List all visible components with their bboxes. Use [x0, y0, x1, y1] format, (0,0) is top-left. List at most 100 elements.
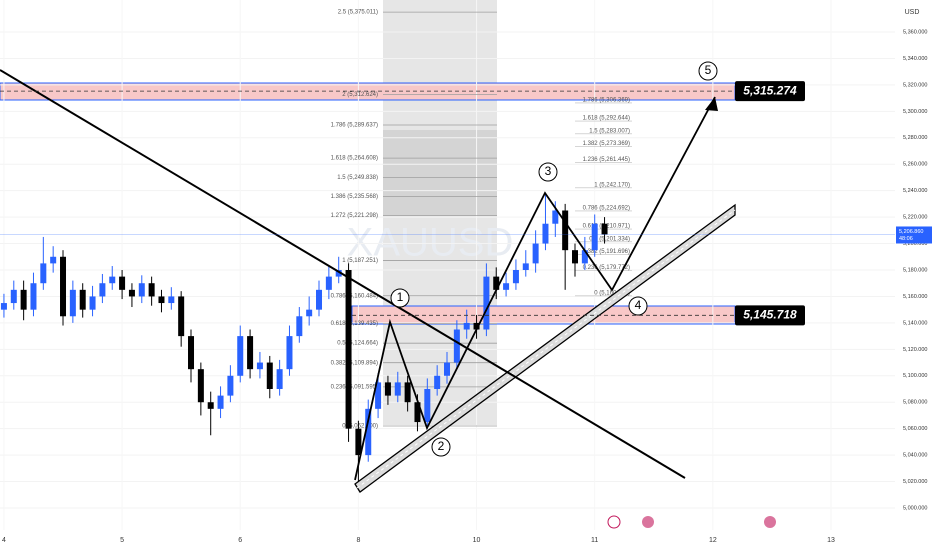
wave-label: 5	[705, 63, 712, 77]
y-tick-label: 5,160.000	[903, 294, 927, 300]
y-tick-label: 5,340.000	[903, 56, 927, 62]
currency: USD	[905, 9, 920, 16]
fib-label: 0.786 (5,160.484)	[331, 293, 378, 299]
candle-body	[463, 322, 470, 330]
candle-body	[89, 296, 96, 310]
candle-body	[50, 256, 57, 264]
candle-body	[552, 210, 559, 224]
candle-body	[158, 296, 165, 304]
event-icon	[764, 516, 776, 528]
y-tick-label: 5,360.000	[903, 29, 927, 35]
fib-zone-dark	[383, 130, 497, 216]
candle-body	[256, 362, 263, 370]
x-tick-label: 10	[473, 537, 481, 544]
candle-body	[207, 402, 214, 409]
candle-body	[128, 289, 135, 297]
fib-label: 1.5 (5,249.838)	[337, 175, 378, 181]
candle-body	[10, 289, 17, 304]
y-tick-label: 5,200.000	[903, 241, 927, 247]
y-tick-label: 5,260.000	[903, 162, 927, 168]
candle-body	[306, 309, 313, 317]
level-label: 5,315.274	[743, 83, 797, 97]
candle-body	[601, 223, 608, 235]
candle-body	[453, 329, 460, 363]
candle-body	[296, 316, 303, 337]
y-tick-label: 5,140.000	[903, 320, 927, 326]
candle-body	[512, 270, 519, 284]
x-tick-label: 8	[356, 537, 360, 544]
candle-body	[522, 263, 529, 270]
fib-label: 0.618 (5,139.435)	[331, 321, 378, 327]
candle-body	[591, 223, 598, 251]
wave-circle	[698, 61, 718, 81]
fib-label: 1.786 (5,289.637)	[331, 123, 378, 129]
fib-label: 0.786 (5,224.692)	[583, 205, 630, 211]
candle-body	[316, 289, 323, 310]
candle-body	[168, 296, 175, 304]
channel-mid	[356, 209, 736, 489]
candle-body	[0, 303, 7, 310]
event-icon	[642, 516, 654, 528]
y-tick-label: 5,000.000	[903, 505, 927, 511]
candle-body	[286, 336, 293, 370]
channel	[354, 203, 736, 493]
x-tick-label: 12	[709, 537, 717, 544]
fib-label: 1.272 (5,221.298)	[331, 213, 378, 219]
candle-body	[325, 276, 332, 290]
candle-body	[276, 369, 283, 389]
candle-body	[138, 283, 145, 297]
countdown: 48:06	[899, 236, 913, 242]
candle-body	[247, 336, 254, 370]
fib-label: 1.5 (5,283.007)	[589, 128, 630, 134]
fib-label: 1 (5,242.170)	[594, 182, 630, 188]
candle-body	[424, 389, 431, 423]
candle-body	[40, 263, 47, 284]
candle-body	[237, 336, 244, 376]
watermark: XAUUSD	[347, 221, 514, 265]
fib-label: 2 (5,312.624)	[342, 92, 378, 98]
candle-body	[404, 382, 411, 403]
fib-label: 0 (5,160.497)	[594, 290, 630, 296]
wave-label: 4	[635, 298, 642, 312]
event-icon	[607, 515, 621, 529]
candle-body	[266, 362, 273, 389]
last-price-badge	[896, 226, 932, 244]
level-badge	[735, 81, 805, 102]
candle-body	[365, 408, 372, 456]
candle-body	[384, 382, 391, 396]
fib-label: 0.5 (5,201.334)	[589, 236, 630, 242]
fib-label: 0 (5,062.000)	[342, 424, 378, 430]
candle-body	[99, 283, 106, 297]
wave-labels: 1 2 3 4 5	[390, 61, 718, 457]
candles	[0, 193, 608, 485]
fib-label: 0.382 (5,109.894)	[331, 360, 378, 366]
candle-body	[217, 395, 224, 409]
wave-label: 2	[438, 439, 445, 453]
arrow-head	[705, 97, 718, 111]
y-tick-label: 5,020.000	[903, 479, 927, 485]
candle-body	[375, 382, 382, 409]
level-badge	[735, 305, 805, 326]
candle-body	[30, 283, 37, 310]
y-tick-label: 5,100.000	[903, 373, 927, 379]
trendline	[0, 69, 686, 479]
fib-label: 0.382 (5,191.696)	[583, 249, 630, 255]
candle-body	[355, 428, 362, 456]
y-tick-label: 5,060.000	[903, 426, 927, 432]
x-tick-label: 6	[238, 537, 242, 544]
candle-body	[69, 289, 76, 317]
candle-body	[188, 336, 195, 370]
fib-label: 1.386 (5,235.568)	[331, 194, 378, 200]
y-tick-label: 5,080.000	[903, 400, 927, 406]
candle-body	[148, 283, 155, 297]
wave-path	[354, 96, 716, 481]
candle-body	[493, 276, 500, 290]
fib-label: 1.618 (5,292.644)	[583, 116, 630, 122]
fib-label: 0.236 (5,179.772)	[583, 265, 630, 271]
y-tick-label: 5,220.000	[903, 215, 927, 221]
candle-body	[178, 296, 185, 337]
candle-body	[542, 223, 549, 244]
candle-body	[572, 250, 579, 264]
candle-body	[394, 382, 401, 396]
x-tick-label: 4	[2, 537, 6, 544]
